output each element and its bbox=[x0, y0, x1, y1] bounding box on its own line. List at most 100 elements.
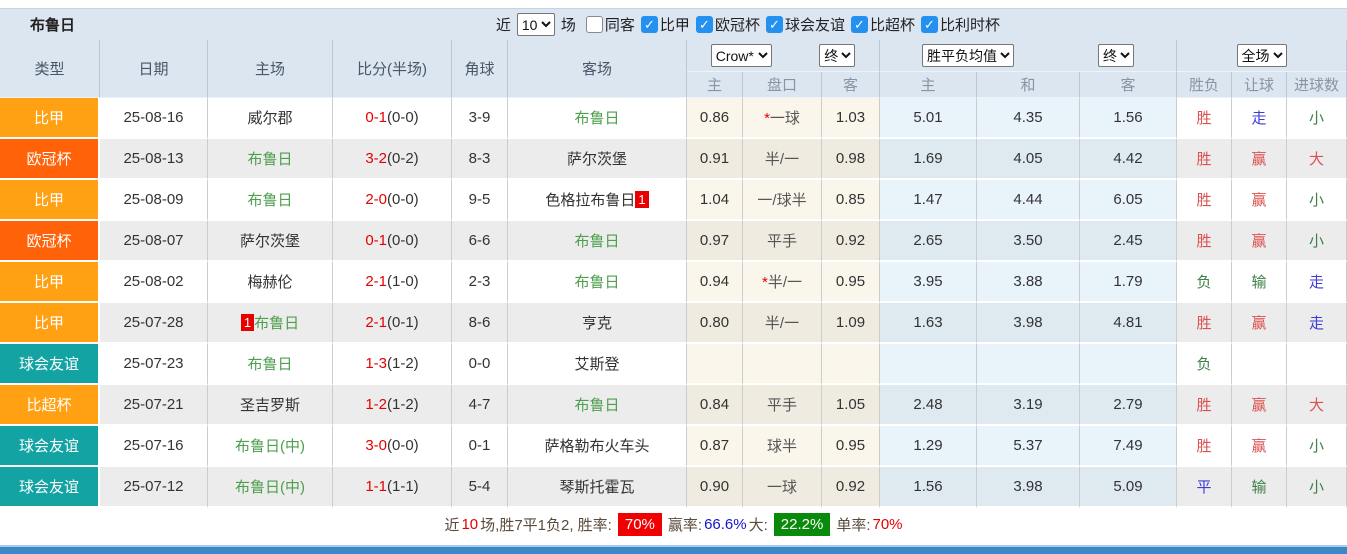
away-team-cell: 萨尔茨堡 bbox=[508, 139, 687, 180]
avg-home-odds: 1.69 bbox=[880, 139, 978, 180]
recent-count-select[interactable]: 10 bbox=[516, 13, 555, 36]
result-goals: 小 bbox=[1287, 98, 1347, 139]
handicap-cell: 半/一 bbox=[743, 139, 822, 180]
result-handicap: 赢 bbox=[1232, 221, 1288, 262]
crow-away-odds: 1.05 bbox=[822, 385, 881, 426]
crow-away-odds: 1.03 bbox=[822, 98, 881, 139]
avg-home-odds bbox=[880, 344, 978, 385]
avg-home-odds: 3.95 bbox=[880, 262, 978, 303]
crow-away-odds: 0.95 bbox=[822, 262, 881, 303]
result-handicap: 输 bbox=[1232, 262, 1288, 303]
handicap-cell: 平手 bbox=[743, 221, 822, 262]
home-team-cell: 萨尔茨堡 bbox=[208, 221, 333, 262]
result-wdl: 胜 bbox=[1177, 180, 1233, 221]
odds-company-select[interactable]: Crow* bbox=[710, 44, 772, 67]
handicap-cell: 半/一 bbox=[743, 303, 822, 344]
match-table: 类型 日期 主场 比分(半场) 角球 客场 Crow* 终 bbox=[0, 40, 1347, 508]
games-label: 场 bbox=[560, 17, 576, 34]
match-table-body: 比甲 25-08-16 威尔郡 0-1(0-0) 3-9 布鲁日 0.86 *一… bbox=[0, 98, 1347, 508]
col-header-type: 类型 bbox=[0, 40, 100, 98]
result-wdl: 胜 bbox=[1177, 139, 1233, 180]
score-cell: 0-1(0-0) bbox=[333, 98, 452, 139]
odds-company-group: Crow* 终 bbox=[687, 40, 881, 72]
home-team-name: 萨尔茨堡 bbox=[239, 233, 300, 250]
table-row: 比超杯 25-07-21 圣吉罗斯 1-2(1-2) 4-7 布鲁日 0.84 … bbox=[0, 385, 1347, 426]
result-scope-group: 全场 bbox=[1177, 40, 1347, 72]
away-team-name: 琴斯托霍瓦 bbox=[559, 479, 635, 496]
home-team-cell: 布鲁日 bbox=[208, 344, 333, 385]
sub-header-goals: 进球数 bbox=[1287, 72, 1347, 98]
avg-draw-odds: 5.37 bbox=[977, 426, 1081, 467]
handicap-cell: 一球 bbox=[743, 467, 822, 508]
halftime-score: (0-0) bbox=[387, 437, 419, 454]
away-team-name: 色格拉布鲁日 bbox=[545, 192, 636, 209]
result-scope-select[interactable]: 全场 bbox=[1236, 44, 1287, 67]
avg-draw-odds: 4.44 bbox=[977, 180, 1081, 221]
avg-draw-odds: 3.98 bbox=[977, 467, 1081, 508]
halftime-score: (0-0) bbox=[387, 109, 419, 126]
avg-home-odds: 1.47 bbox=[880, 180, 978, 221]
sub-header-avg-home: 主 bbox=[880, 72, 978, 98]
avg-away-odds: 7.49 bbox=[1080, 426, 1178, 467]
avg-home-odds: 2.48 bbox=[880, 385, 978, 426]
match-date: 25-07-21 bbox=[100, 385, 208, 426]
home-team-name: 梅赫伦 bbox=[247, 274, 293, 291]
result-wdl: 负 bbox=[1177, 344, 1233, 385]
rank-badge: 1 bbox=[240, 314, 255, 331]
handicap-cell bbox=[743, 344, 822, 385]
checkbox-unchecked-icon[interactable] bbox=[585, 16, 603, 33]
result-goals: 走 bbox=[1287, 262, 1347, 303]
crow-away-odds: 0.98 bbox=[822, 139, 881, 180]
sub-header-wdl: 胜负 bbox=[1177, 72, 1233, 98]
avg-away-odds: 5.09 bbox=[1080, 467, 1178, 508]
result-handicap: 赢 bbox=[1232, 139, 1288, 180]
score-cell: 1-1(1-1) bbox=[333, 467, 452, 508]
avg-away-odds: 2.45 bbox=[1080, 221, 1178, 262]
halftime-score: (0-0) bbox=[387, 191, 419, 208]
home-team-name: 圣吉罗斯 bbox=[239, 397, 300, 414]
checkbox-checked-icon[interactable]: ✓ bbox=[640, 16, 658, 33]
checkbox-checked-icon[interactable]: ✓ bbox=[765, 16, 783, 33]
table-row: 比甲 25-08-02 梅赫伦 2-1(1-0) 2-3 布鲁日 0.94 *半… bbox=[0, 262, 1347, 303]
odds-average-state-select[interactable]: 终 bbox=[1098, 44, 1135, 67]
match-date: 25-08-13 bbox=[100, 139, 208, 180]
result-wdl: 胜 bbox=[1177, 385, 1233, 426]
filter-label: 同客 bbox=[604, 17, 635, 34]
odds-average-select[interactable]: 胜平负均值 bbox=[922, 44, 1015, 67]
filter-label: 比超杯 bbox=[869, 17, 915, 34]
home-team-cell: 1 布鲁日 bbox=[208, 303, 333, 344]
result-handicap: 走 bbox=[1232, 98, 1288, 139]
result-goals: 小 bbox=[1287, 426, 1347, 467]
score-cell: 2-1(1-0) bbox=[333, 262, 452, 303]
checkbox-checked-icon[interactable]: ✓ bbox=[850, 16, 868, 33]
result-handicap bbox=[1232, 344, 1288, 385]
checkbox-checked-icon[interactable]: ✓ bbox=[920, 16, 938, 33]
handicap-line: 一球 bbox=[769, 110, 800, 127]
table-row: 比甲 25-08-09 布鲁日 2-0(0-0) 9-5 色格拉布鲁日 1 1.0… bbox=[0, 180, 1347, 221]
odds-company-state-select[interactable]: 终 bbox=[819, 44, 856, 67]
away-team-cell: 布鲁日 bbox=[508, 221, 687, 262]
result-goals: 大 bbox=[1287, 385, 1347, 426]
corner-count: 8-6 bbox=[452, 303, 508, 344]
avg-home-odds: 1.29 bbox=[880, 426, 978, 467]
crow-away-odds bbox=[822, 344, 881, 385]
result-goals: 小 bbox=[1287, 180, 1347, 221]
fulltime-score: 0-1 bbox=[365, 232, 387, 249]
corner-count: 0-0 bbox=[452, 344, 508, 385]
score-cell: 1-3(1-2) bbox=[333, 344, 452, 385]
col-header-away: 客场 bbox=[508, 40, 687, 98]
corner-count: 0-1 bbox=[452, 426, 508, 467]
match-date: 25-08-07 bbox=[100, 221, 208, 262]
sub-header-handicap-result: 让球 bbox=[1232, 72, 1288, 98]
score-cell: 3-0(0-0) bbox=[333, 426, 452, 467]
avg-away-odds: 2.79 bbox=[1080, 385, 1178, 426]
checkbox-checked-icon[interactable]: ✓ bbox=[695, 16, 713, 33]
star-mark: * bbox=[761, 274, 768, 291]
fulltime-score: 0-1 bbox=[365, 109, 387, 126]
fulltime-score: 3-0 bbox=[365, 437, 387, 454]
score-cell: 1-2(1-2) bbox=[333, 385, 452, 426]
filter-controls: 近 10 场 同客 ✓ 比甲 ✓ 欧冠杯 ✓ 球会友谊 ✓ 比超杯 ✓ 比利时杯 bbox=[496, 13, 1347, 36]
sub-header-avg-away: 客 bbox=[1080, 72, 1178, 98]
away-team-cell: 亨克 bbox=[508, 303, 687, 344]
result-goals: 小 bbox=[1287, 221, 1347, 262]
